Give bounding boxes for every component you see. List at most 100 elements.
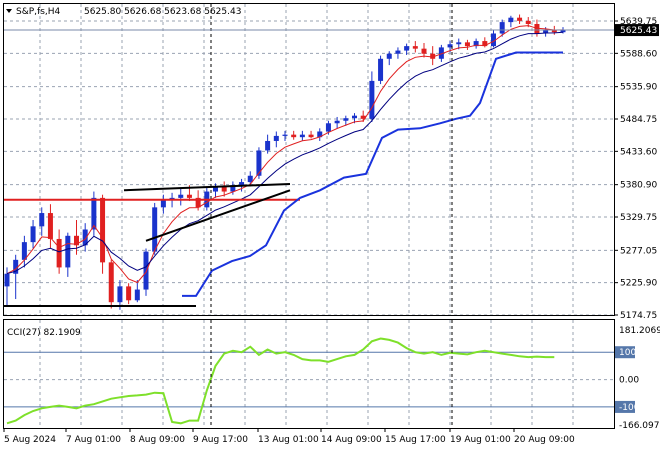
cci-tick-label: -166.0972 [619,421,660,431]
candle-bear[interactable] [308,134,314,138]
current-price-label: 5625.43 [620,26,657,36]
candle-bear[interactable] [186,194,192,198]
candle-bull[interactable] [273,135,279,141]
cci-tick-label: 181.2069 [619,326,660,336]
panel-borders [3,3,615,429]
time-tick-label: 8 Aug 09:00 [130,435,185,445]
candle-bull[interactable] [560,29,566,33]
channel-bottom-line[interactable] [145,189,291,242]
time-tick-label: 7 Aug 01:00 [66,435,121,445]
cci-tick-label: 100 [619,348,636,358]
candle-bull[interactable] [395,50,401,54]
collapse-triangle-icon[interactable] [6,9,12,13]
candle-bull[interactable] [317,131,323,138]
trend-indicator-line[interactable] [182,51,563,297]
candle-bull[interactable] [265,140,271,151]
price-tick-label: 5174.75 [620,311,657,321]
candle-bull[interactable] [508,17,514,23]
candle-bear[interactable] [108,262,114,303]
candle-bull[interactable] [438,47,444,59]
symbol-label: S&P,fs,H4 [16,7,61,17]
candle-bear[interactable] [421,48,427,54]
candle-bull[interactable] [13,259,19,274]
candle-bull[interactable] [178,194,184,198]
chart-grid [4,4,614,428]
candle-bull[interactable] [39,213,45,227]
candle-bear[interactable] [195,197,201,208]
cci-levels [4,351,614,408]
drawn-objects[interactable] [4,51,563,307]
channel-top-line[interactable] [123,182,291,192]
price-tick-label: 5329.75 [620,213,657,223]
candle-bull[interactable] [91,197,97,230]
candle-bear[interactable] [56,238,62,268]
candle-bull[interactable] [143,251,149,290]
candle-bull[interactable] [30,226,36,243]
candle-bull[interactable] [378,58,384,81]
candle-bull[interactable] [256,150,262,176]
main-panel-border [3,3,615,316]
candle-bear[interactable] [221,186,227,192]
candle-bull[interactable] [386,53,392,59]
candle-bull[interactable] [334,120,340,124]
candle-bull[interactable] [404,46,410,51]
candle-bull[interactable] [352,115,357,119]
candle-bull[interactable] [239,182,245,186]
current-price-box [615,24,659,37]
candle-bull[interactable] [213,186,218,192]
candle-bull[interactable] [134,289,140,301]
candle-bull[interactable] [456,42,462,45]
candle-bull[interactable] [152,207,158,252]
slow-moving-average [6,31,564,275]
candle-bear[interactable] [126,286,132,301]
candle-bull[interactable] [491,33,496,47]
candle-bear[interactable] [482,41,488,47]
candle-bear[interactable] [360,115,366,119]
time-tick-label: 9 Aug 17:00 [193,435,248,445]
fast-moving-average [6,25,564,284]
candle-bull[interactable] [543,30,549,34]
time-tick-label: 5 Aug 2024 [4,435,56,445]
candle-bear[interactable] [517,17,523,21]
candle-bear[interactable] [412,46,418,49]
cci-tick-label: -100 [619,403,640,413]
price-tick-label: 5484.75 [620,115,657,125]
price-tick-label: 5433.60 [620,147,657,157]
candle-bull[interactable] [282,134,288,136]
ohlc-label: 5625.80 5626.68 5623.68 5625.43 [84,7,241,17]
candle-bull[interactable] [299,134,305,138]
candles[interactable] [4,14,566,310]
cci-axis: 181.2069 100 0.00 -100 -166.0972 [615,326,660,431]
candle-bull[interactable] [447,44,453,48]
candle-bear[interactable] [74,235,79,246]
candle-bear[interactable] [47,213,53,239]
time-axis: 5 Aug 2024 7 Aug 01:00 8 Aug 09:00 9 Aug 17… [3,428,575,445]
candle-bear[interactable] [291,134,297,138]
candle-bull[interactable] [473,41,479,47]
candle-bull[interactable] [160,199,166,208]
candle-bear[interactable] [430,53,436,59]
candle-bull[interactable] [343,118,349,121]
candle-bull[interactable] [230,185,236,192]
candle-bull[interactable] [4,273,10,287]
time-tick-label: 14 Aug 09:00 [321,435,382,445]
cci-title: CCI(27) 82.1909 [7,328,81,338]
candle-bull[interactable] [325,123,331,132]
candle-bear[interactable] [100,197,106,263]
candle-bull[interactable] [499,22,505,34]
candle-bull[interactable] [247,175,253,183]
candle-bull[interactable] [21,242,27,260]
price-axis[interactable]: 5639.75 5588.60 5535.90 5484.75 5433.60 5380.… [614,17,659,321]
time-tick-label: 19 Aug 01:00 [450,435,511,445]
candle-bull[interactable] [65,235,71,268]
candle-bull[interactable] [369,80,375,119]
price-tick-label: 5277.05 [620,246,657,256]
chart-header: S&P,fs,H4 5625.80 5626.68 5623.68 5625.4… [6,7,241,17]
candle-bear[interactable] [464,42,470,47]
candle-bear[interactable] [551,30,557,33]
candle-bull[interactable] [82,229,88,246]
price-tick-label: 5588.60 [620,49,657,59]
candle-bull[interactable] [117,286,123,303]
candle-bear[interactable] [525,20,531,25]
